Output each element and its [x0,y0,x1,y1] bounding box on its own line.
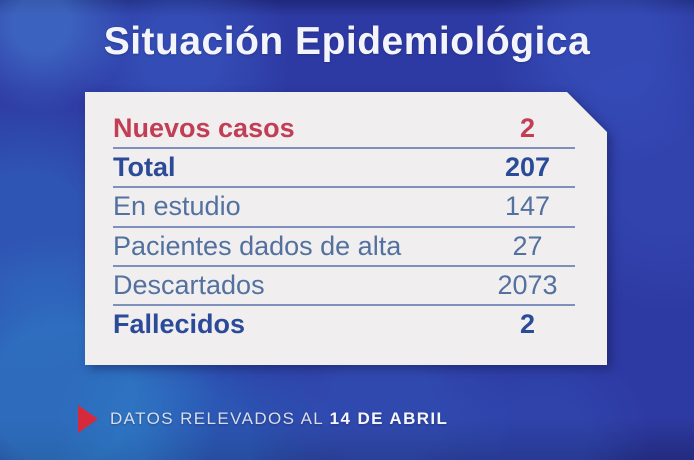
page-title: Situación Epidemiológica [103,20,591,63]
row-value: 2 [519,308,536,339]
row-label: Nuevos casos [113,113,295,144]
table-row-en-estudio: En estudio 147 [113,188,575,227]
table-row-pacientes-alta: Pacientes dados de alta 27 [113,228,575,267]
row-label: Total [113,152,176,183]
table-row-fallecidos: Fallecidos 2 [113,306,575,343]
footer-prefix: DATOS RELEVADOS AL [110,409,330,428]
stats-card: Nuevos casos 2 Total 207 En estudio 147 … [85,92,607,365]
row-label: En estudio [113,191,241,222]
footer-date: 14 DE ABRIL [329,409,449,428]
table-row-descartados: Descartados 2073 [113,267,575,306]
row-value: 27 [512,230,543,261]
footer-text: DATOS RELEVADOS AL 14 DE ABRIL [110,409,448,429]
table-row-total: Total 207 [113,149,575,188]
row-label: Pacientes dados de alta [113,230,402,261]
row-value: 2073 [497,269,558,300]
triangle-right-icon [78,405,98,433]
row-value: 207 [504,152,551,183]
footer-banner: DATOS RELEVADOS AL 14 DE ABRIL [78,405,448,433]
row-label: Fallecidos [113,308,246,339]
table-row-nuevos-casos: Nuevos casos 2 [113,110,575,149]
row-label: Descartados [113,269,265,300]
row-value: 147 [504,191,551,222]
row-value: 2 [519,113,536,144]
stats-card-wrapper: Nuevos casos 2 Total 207 En estudio 147 … [85,92,607,365]
